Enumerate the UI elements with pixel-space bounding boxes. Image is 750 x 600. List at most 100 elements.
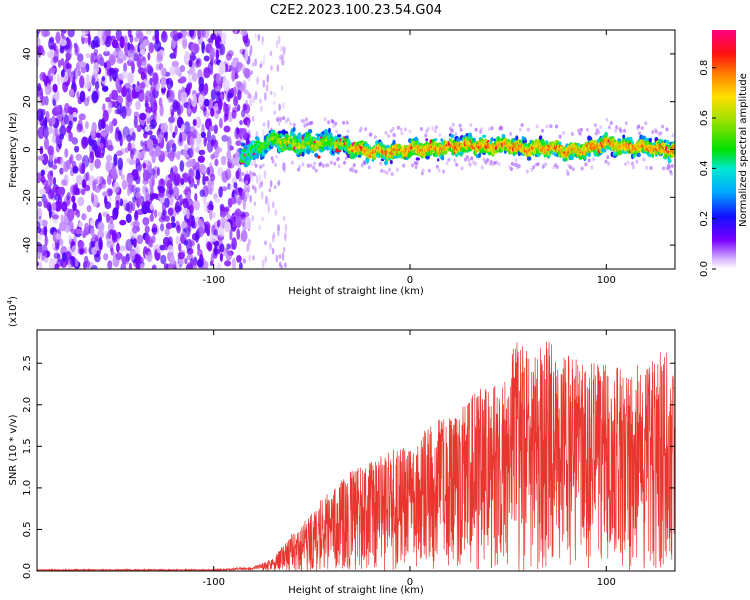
spectrogram-noise-cell [273,91,277,99]
spectrogram-noise-cell [181,220,188,231]
spectrogram-noise-cell [103,50,111,57]
spectrogram-noise-cell [160,31,168,43]
spectrogram-halo-cell [302,119,306,124]
spectrogram-halo-cell [344,156,348,160]
spectrogram-halo-cell [593,123,597,128]
spectrogram-halo-cell [332,124,336,129]
spectrogram-noise-cell [271,247,275,255]
spectrogram-noise-cell [91,246,98,255]
spectrogram-halo-cell [514,158,518,163]
spectrogram-noise-cell [54,127,59,137]
spectrogram-halo-cell [261,163,265,168]
spectrogram-noise-cell [282,59,285,66]
spectrogram-noise-cell [51,115,56,126]
spectrogram-noise-cell [102,85,109,92]
snr-x-tick-label: 0 [407,577,413,588]
spectrogram-noise-cell [42,119,47,130]
spectrogram-noise-cell [169,254,175,265]
spectrogram-halo-cell [435,164,439,169]
spectrogram-noise-cell [58,59,62,68]
spectrogram-noise-cell [121,135,127,141]
spectrogram-halo-cell [379,161,383,166]
spectrogram-signal-cell [667,158,672,164]
spectrogram-halo-cell [520,123,524,128]
spectrogram-halo-cell [669,171,673,176]
spectrogram-noise-cell [265,195,268,205]
spectrogram-noise-cell [77,53,84,63]
spectrogram-noise-cell [278,254,282,259]
spectrogram-noise-cell [98,119,103,131]
spectrogram-halo-cell [321,163,325,168]
spectrogram-halo-cell [245,180,248,185]
spectrogram-noise-cell [121,86,127,98]
spectrogram-noise-cell [144,125,151,132]
spectrogram-noise-cell [106,174,112,186]
spectrogram-halo-cell [605,117,609,122]
spectrogram-noise-cell [146,63,151,69]
spectrogram-noise-cell [244,194,248,203]
colorbar-gradient [712,30,736,269]
spectrogram-halo-cell [649,166,653,170]
spectrogram-noise-cell [152,264,157,269]
spectrogram-noise-cell [104,196,108,205]
spectrogram-noise-cell [106,213,110,223]
spectrogram-signal-cell [442,151,448,155]
spectrogram-noise-cell [198,149,206,156]
spectrogram-noise-cell [65,48,73,60]
spectrogram-signal-cell [297,132,302,138]
spectrogram-noise-cell [198,94,204,106]
spectrogram-noise-cell [181,124,186,131]
spectrogram-noise-cell [263,169,267,179]
spectrogram-halo-cell [635,159,639,164]
spectrogram-noise-cell [48,75,53,83]
spectrogram-halo-cell [364,127,368,132]
spectrogram-noise-cell [123,53,127,61]
spectrogram-halo-cell [352,163,356,168]
spectrogram-signal-cell [617,138,622,142]
spectrogram-noise-cell [97,221,105,233]
spectrogram-noise-cell [274,208,278,217]
spectrogram-noise-cell [52,98,56,107]
spectrogram-noise-cell [182,40,188,48]
spectrogram-noise-cell [104,30,111,37]
spectrogram-noise-cell [219,243,225,253]
snr-x-tick-label: -100 [202,577,225,588]
spectrogram-noise-cell [205,120,210,131]
spectrogram-noise-cell [41,49,46,56]
spectrogram-noise-cell [109,229,114,236]
spectrogram-halo-cell [500,126,504,131]
spectrogram-signal-cell [425,138,429,142]
spectrogram-noise-cell [37,57,40,68]
spectrogram-halo-cell [388,167,392,172]
spectrogram-y-label: Frequency (Hz) [8,112,19,188]
spectrogram-noise-cell [242,53,246,58]
spectrogram-noise-cell [213,240,220,247]
spectrogram-noise-cell [189,52,196,62]
spectrogram-noise-cell [117,130,122,140]
spectrogram-noise-cell [107,101,112,114]
spectrogram-x-label: Height of straight line (km) [288,286,424,297]
spectrogram-noise-cell [37,126,45,139]
spectrogram-noise-cell [269,242,272,251]
spectrogram-noise-cell [218,186,223,198]
spectrogram-noise-cell [151,235,156,244]
spectrogram-noise-cell [222,32,227,43]
spectrogram-noise-cell [41,30,49,38]
spectrogram-noise-cell [262,128,265,139]
spectrogram-noise-cell [172,143,177,153]
spectrogram-noise-cell [44,224,48,238]
spectrogram-halo-cell [482,157,486,162]
spectrogram-signal-cell [357,154,362,158]
spectrogram-halo-cell [631,165,635,170]
spectrogram-noise-cell [151,193,159,199]
spectrogram-noise-cell [159,103,164,117]
spectrogram-noise-cell [149,77,153,86]
spectrogram-noise-cell [246,242,250,251]
spectrogram-noise-cell [107,260,113,269]
spectrogram-halo-cell [351,168,355,173]
spectrogram-noise-cell [102,103,106,113]
spectrogram-noise-cell [79,248,84,255]
spectrogram-halo-cell [313,161,316,166]
spectrogram-noise-cell [245,170,249,175]
spectrogram-noise-cell [118,245,126,252]
